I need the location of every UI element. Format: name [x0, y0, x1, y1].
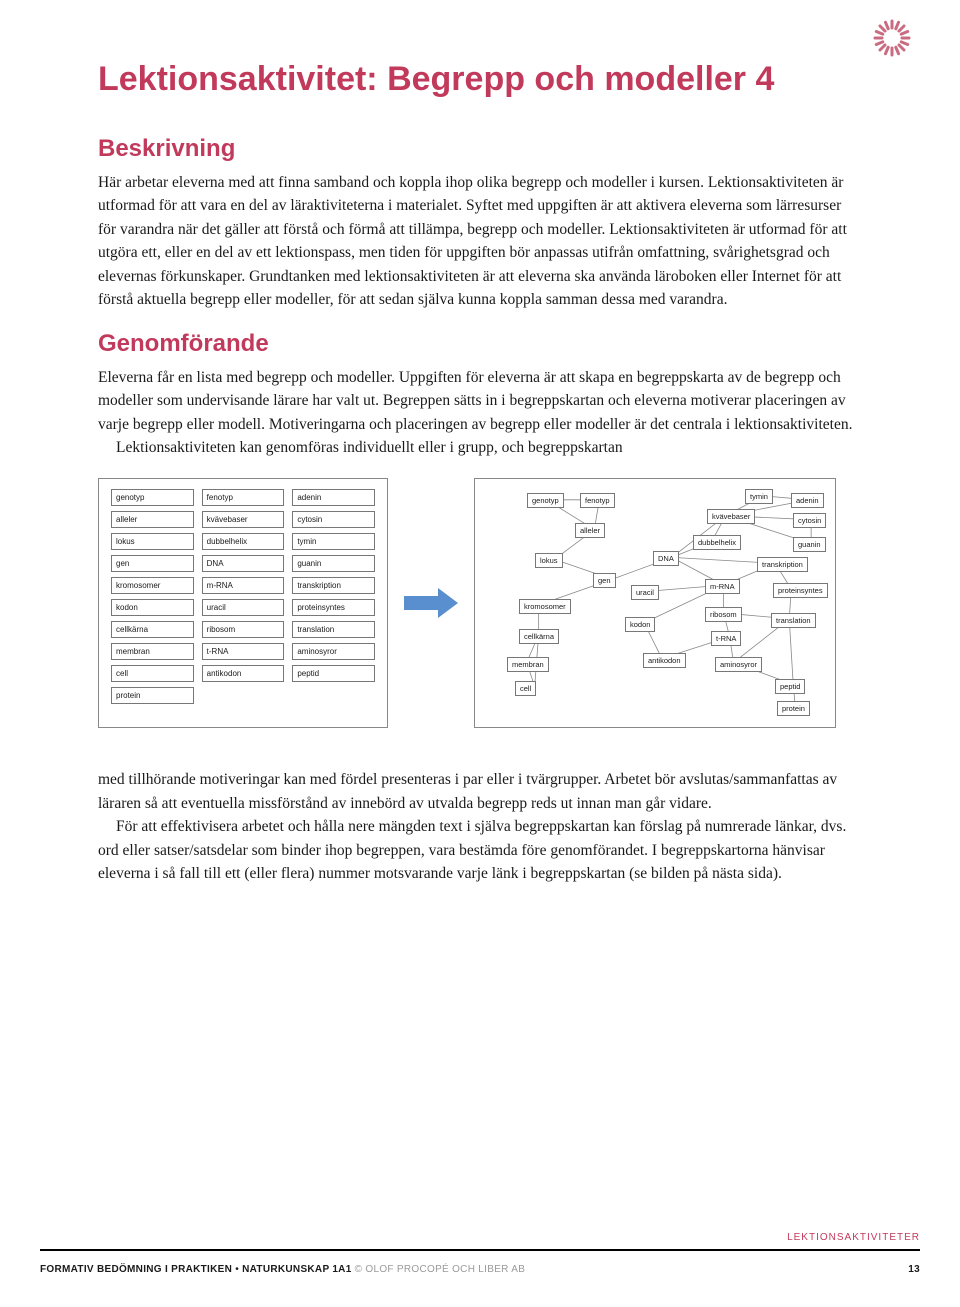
heading-beskrivning: Beskrivning — [98, 135, 860, 163]
concept-node: antikodon — [643, 653, 686, 668]
term-box: translation — [292, 621, 375, 638]
footer-left: FORMATIV BEDÖMNING I PRAKTIKEN • NATURKU… — [40, 1264, 525, 1275]
concept-map-box: genotyp fenotyp tymin adenin kvävebaser cytos… — [474, 478, 836, 728]
term-box: kodon — [111, 599, 194, 616]
term-box: fenotyp — [202, 489, 285, 506]
term-box: alleler — [111, 511, 194, 528]
footer-rule — [40, 1249, 920, 1251]
concept-node: alleler — [575, 523, 605, 538]
term-grid-box: genotyp fenotyp adenin alleler kvävebaser cyt… — [98, 478, 388, 728]
term-box: proteinsyntes — [292, 599, 375, 616]
term-box: lokus — [111, 533, 194, 550]
term-box: ribosom — [202, 621, 285, 638]
concept-node: kromosomer — [519, 599, 571, 614]
concept-node: transkription — [757, 557, 808, 572]
term-box: peptid — [292, 665, 375, 682]
term-box: membran — [111, 643, 194, 660]
concept-node: m-RNA — [705, 579, 740, 594]
concept-node: fenotyp — [580, 493, 615, 508]
section-label: LEKTIONSAKTIVITETER — [787, 1232, 920, 1243]
term-box: adenin — [292, 489, 375, 506]
footer: FORMATIV BEDÖMNING I PRAKTIKEN • NATURKU… — [40, 1264, 920, 1275]
heading-genomforande: Genomförande — [98, 330, 860, 358]
arrow-right-icon — [404, 588, 458, 618]
term-box: guanin — [292, 555, 375, 572]
term-box: aminosyror — [292, 643, 375, 660]
concept-node: gen — [593, 573, 616, 588]
term-box: transkription — [292, 577, 375, 594]
concept-node: DNA — [653, 551, 679, 566]
paragraph-after-2: För att effektivisera arbetet och hålla … — [98, 815, 860, 886]
paragraph-genomforande-2: Lektionsaktiviteten kan genomföras indiv… — [98, 436, 860, 460]
concept-node: peptid — [775, 679, 805, 694]
concept-node: tymin — [745, 489, 773, 504]
term-box: cellkärna — [111, 621, 194, 638]
concept-node: cell — [515, 681, 536, 696]
concept-node: genotyp — [527, 493, 564, 508]
footer-bold: FORMATIV BEDÖMNING I PRAKTIKEN — [40, 1264, 232, 1275]
term-box: antikodon — [202, 665, 285, 682]
footer-copyright: © OLOF PROCOPÉ OCH LIBER AB — [352, 1264, 526, 1275]
term-box: kromosomer — [111, 577, 194, 594]
concept-node: cellkärna — [519, 629, 559, 644]
term-box: DNA — [202, 555, 285, 572]
concept-node: cytosin — [793, 513, 826, 528]
concept-node: uracil — [631, 585, 659, 600]
concept-node: t-RNA — [711, 631, 741, 646]
footer-subject: NATURKUNSKAP 1A1 — [242, 1264, 351, 1275]
paragraph-genomforande-1: Eleverna får en lista med begrepp och mo… — [98, 366, 860, 437]
term-box: protein — [111, 687, 194, 704]
concept-node: protein — [777, 701, 810, 716]
paragraph-after-1: med tillhörande motiveringar kan med för… — [98, 768, 860, 815]
concept-node: lokus — [535, 553, 563, 568]
concept-node: ribosom — [705, 607, 742, 622]
paragraph-beskrivning: Här arbetar eleverna med att finna samba… — [98, 171, 860, 312]
term-box: uracil — [202, 599, 285, 616]
term-box: tymin — [292, 533, 375, 550]
diagram-row: genotyp fenotyp adenin alleler kvävebaser cyt… — [98, 478, 860, 728]
concept-node: kvävebaser — [707, 509, 755, 524]
concept-node: adenin — [791, 493, 824, 508]
page-title: Lektionsaktivitet: Begrepp och modeller … — [98, 58, 860, 101]
concept-node: kodon — [625, 617, 655, 632]
concept-node: aminosyror — [715, 657, 762, 672]
concept-node: translation — [771, 613, 816, 628]
term-box: cytosin — [292, 511, 375, 528]
term-box: m-RNA — [202, 577, 285, 594]
term-box: dubbelhelix — [202, 533, 285, 550]
concept-node: guanin — [793, 537, 826, 552]
concept-node: dubbelhelix — [693, 535, 741, 550]
page-number: 13 — [908, 1264, 920, 1275]
starburst-logo — [872, 18, 912, 58]
term-box: gen — [111, 555, 194, 572]
concept-node: membran — [507, 657, 549, 672]
term-box: cell — [111, 665, 194, 682]
term-box: t-RNA — [202, 643, 285, 660]
term-box: kvävebaser — [202, 511, 285, 528]
concept-node: proteinsyntes — [773, 583, 828, 598]
term-box: genotyp — [111, 489, 194, 506]
